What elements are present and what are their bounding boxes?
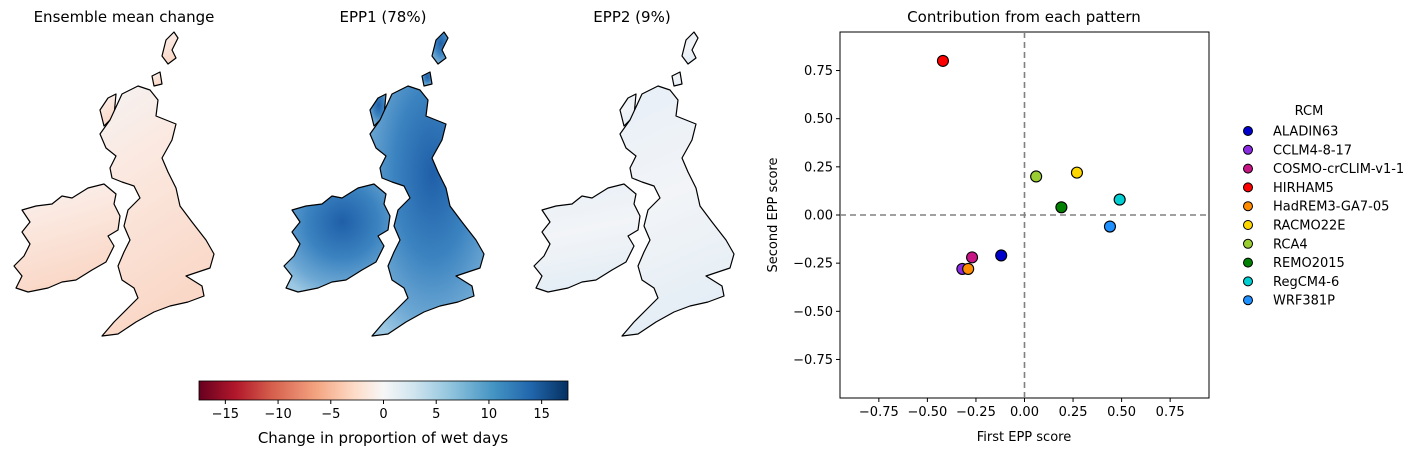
map-title-epp2: EPP2 (9%)	[593, 8, 670, 26]
colorbar: −15 −10 −5 0 5 10 15 Change in proportion of w…	[198, 380, 569, 447]
x-tick-label: 0.50	[1107, 405, 1136, 420]
legend-title: RCM	[1295, 104, 1324, 119]
scatter-point-hirham5	[936, 54, 949, 67]
x-tick-label: −0.75	[859, 405, 899, 420]
y-tick-label: −0.25	[793, 257, 833, 272]
legend-marker	[1243, 295, 1253, 306]
legend-label: CCLM4-8-17	[1273, 143, 1352, 158]
colorbar-tick-label: −10	[264, 407, 291, 422]
legend-marker	[1243, 238, 1253, 249]
legend-label: RegCM4-6	[1273, 275, 1339, 290]
colorbar-tick-label: 10	[481, 407, 498, 422]
scatter-point-cosmo-crclim-v1-1	[966, 251, 979, 264]
legend-label: REMO2015	[1273, 256, 1345, 271]
scatter-point-hadrem3-ga7-05	[962, 262, 975, 275]
colorbar-gradient	[198, 380, 569, 401]
legend-label: WRF381P	[1273, 294, 1335, 309]
scatter-point-wrf381p	[1103, 220, 1117, 233]
scatter-point-regcm4-6	[1113, 193, 1126, 206]
y-tick-label: −0.75	[793, 353, 833, 368]
map-panel-epp1: EPP1 (78%)	[283, 8, 485, 337]
colorbar-tick-label: 15	[533, 407, 550, 422]
reference-lines	[840, 32, 1209, 398]
y-tick-label: −0.50	[793, 305, 833, 320]
legend-marker	[1243, 182, 1253, 193]
y-axis-ticks: 0.75 0.50 0.25 0.00 −0.25 −0.50 −0.75	[793, 64, 840, 368]
uk-map-epp1	[283, 31, 485, 337]
x-tick-label: 0.75	[1156, 405, 1185, 420]
scatter-point-rca4	[1030, 170, 1043, 183]
x-tick-label: −0.50	[907, 405, 947, 420]
legend-items: ALADIN63 CCLM4-8-17 COSMO-crCLIM-v1-1 HIRHA…	[1243, 125, 1404, 309]
x-tick-label: −0.25	[956, 405, 996, 420]
map-panel-ensemble-mean: Ensemble mean change	[13, 8, 215, 337]
legend-label: HIRHAM5	[1273, 181, 1334, 196]
map-title-epp1: EPP1 (78%)	[340, 8, 427, 26]
y-tick-label: 0.25	[804, 160, 833, 175]
legend-label: RACMO22E	[1273, 219, 1345, 234]
legend-label: HadREM3-GA7-05	[1273, 200, 1389, 215]
scatter-point-remo2015	[1055, 201, 1068, 214]
legend-label: COSMO-crCLIM-v1-1	[1273, 162, 1404, 177]
colorbar-ticks: −15 −10 −5 0 5 10 15	[212, 400, 550, 422]
y-axis-label: Second EPP score	[766, 158, 781, 273]
scatter-point-racmo22e	[1070, 166, 1083, 179]
y-tick-label: 0.00	[804, 209, 833, 224]
uk-map-epp2	[533, 31, 735, 337]
x-axis-ticks: −0.75 −0.50 −0.25 0.00 0.25 0.50 0.75	[859, 398, 1185, 420]
map-title-ensemble-mean: Ensemble mean change	[34, 8, 215, 26]
scatter-points	[936, 54, 1126, 275]
colorbar-tick-label: 5	[432, 407, 440, 422]
legend-marker	[1243, 220, 1253, 230]
colorbar-tick-label: 0	[379, 407, 387, 422]
legend-label: RCA4	[1273, 237, 1308, 252]
legend-marker	[1243, 276, 1253, 287]
legend-marker	[1243, 144, 1253, 155]
y-tick-label: 0.75	[804, 64, 833, 79]
x-tick-label: 0.00	[1010, 405, 1039, 420]
legend-marker	[1243, 257, 1253, 268]
legend-marker	[1243, 201, 1253, 212]
legend-marker	[1243, 126, 1253, 136]
colorbar-tick-label: −5	[321, 407, 340, 422]
chart-title: Contribution from each pattern	[907, 8, 1141, 26]
y-tick-label: 0.50	[804, 112, 833, 127]
scatter-point-aladin63	[995, 249, 1008, 262]
colorbar-label: Change in proportion of wet days	[258, 429, 509, 447]
x-axis-label: First EPP score	[977, 430, 1071, 445]
scatter-chart: Contribution from each pattern −0.75 −0.5…	[766, 8, 1210, 445]
legend-label: ALADIN63	[1273, 125, 1338, 140]
uk-map-ensemble-mean	[13, 31, 215, 337]
map-panel-epp2: EPP2 (9%)	[533, 8, 735, 337]
legend: RCM ALADIN63 CCLM4-8-17 COSMO-crCLIM-v1-1 H…	[1243, 104, 1404, 309]
x-tick-label: 0.25	[1059, 405, 1088, 420]
colorbar-tick-label: −15	[212, 407, 239, 422]
legend-marker	[1243, 163, 1253, 174]
